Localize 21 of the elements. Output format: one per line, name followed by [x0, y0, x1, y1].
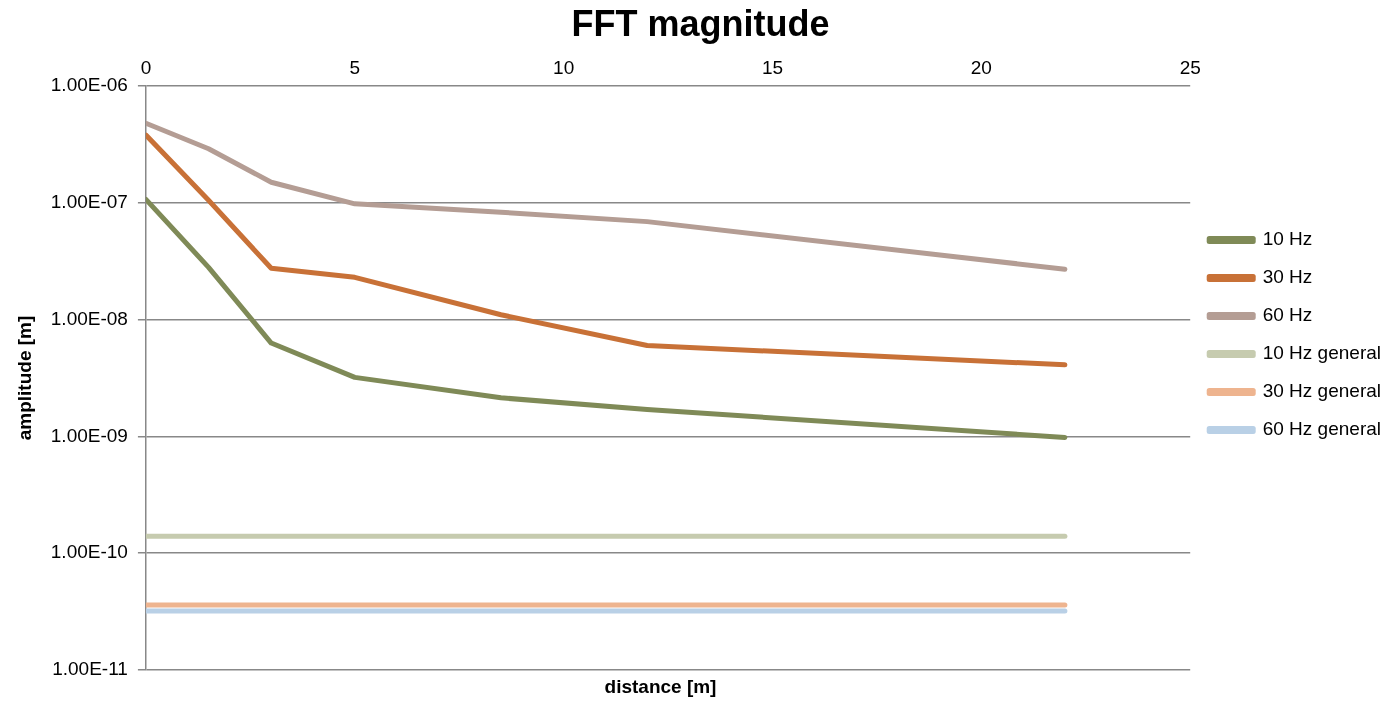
x-axis-title: distance [m] [603, 676, 718, 698]
x-tick-label: 15 [761, 56, 784, 78]
x-tick-label: 0 [140, 56, 152, 78]
x-tick-label: 25 [1179, 56, 1201, 78]
y-tick-label: 1.00E-08 [50, 307, 128, 329]
y-tick-label: 1.00E-11 [52, 658, 128, 680]
x-tick-label: 20 [970, 56, 992, 78]
legend-label: 30 Hz general [1262, 380, 1381, 402]
x-tick-label: 5 [349, 56, 361, 78]
y-axis-title: amplitude [m] [13, 315, 35, 441]
legend-label: 30 Hz [1262, 266, 1313, 288]
chart-title: FFT magnitude [571, 2, 830, 44]
y-tick-label: 1.00E-09 [50, 424, 128, 446]
legend-label: 60 Hz [1262, 304, 1313, 326]
y-tick-label: 1.00E-06 [50, 74, 128, 96]
legend-label: 10 Hz [1262, 228, 1313, 250]
legend-label: 60 Hz general [1262, 418, 1381, 440]
y-tick-label: 1.00E-10 [50, 541, 128, 563]
y-tick-label: 1.00E-07 [50, 191, 128, 213]
x-tick-label: 10 [553, 56, 575, 78]
legend-label: 10 Hz general [1262, 342, 1381, 364]
